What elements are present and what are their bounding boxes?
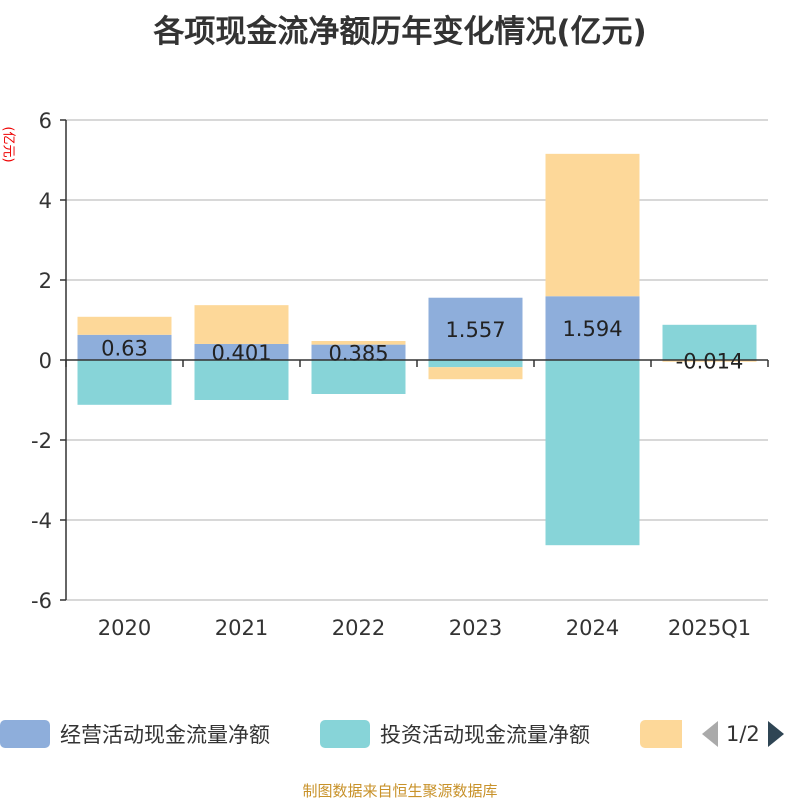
bar-1-2022 [311,344,406,360]
y-tick-label: -2 [31,429,52,453]
y-tick-label: 6 [39,109,52,133]
legend-item-investing[interactable]: 投资活动现金流量净额 [320,718,590,750]
bar-3-2024 [545,153,640,297]
bar-2-2020 [77,360,172,405]
y-tick-label: 2 [39,269,52,293]
legend-label: 投资活动现金流量净额 [380,723,590,747]
data-label: 1.557 [445,318,505,342]
bar-3-2023 [428,367,523,380]
data-label: -0.014 [676,349,744,373]
bar-1-2021 [194,343,289,360]
bar-2-2021 [194,360,289,400]
x-tick-label: 2023 [449,616,502,640]
y-tick-label: -6 [31,589,52,613]
bar-2-2024 [545,360,640,546]
legend-prev-icon[interactable] [700,719,720,749]
x-tick-label: 2024 [566,616,619,640]
legend-next-icon[interactable] [766,719,786,749]
legend: 经营活动现金流量净额 投资活动现金流量净额 1/2 [0,718,800,752]
bar-2-2023 [428,360,523,368]
bar-3-2020 [77,316,172,335]
x-tick-label: 2025Q1 [668,616,751,640]
bar-3-2022 [311,341,406,345]
x-tick-label: 2021 [215,616,268,640]
legend-label: 经营活动现金流量净额 [60,723,270,747]
source-note: 制图数据来自恒生聚源数据库 [302,782,498,800]
y-tick-label: 4 [39,189,52,213]
y-tick-label: -4 [31,509,52,533]
chart-title: 各项现金流净额历年变化情况(亿元) [153,14,647,50]
legend-item-operating[interactable]: 经营活动现金流量净额 [0,718,270,750]
bar-2-2022 [311,360,406,394]
bar-3-2021 [194,305,289,344]
bar-1-2024 [545,296,640,360]
legend-item-third[interactable] [640,718,692,750]
legend-pager: 1/2 [700,718,786,750]
bar-1-2020 [77,334,172,360]
bar-2-2025Q1 [662,324,757,360]
bar-1-2023 [428,297,523,360]
data-label: 0.63 [101,336,148,360]
x-tick-label: 2020 [98,616,151,640]
legend-swatch [640,720,682,748]
legend-swatch [0,720,50,748]
data-label: 0.385 [328,341,388,365]
legend-swatch [320,720,370,748]
legend-page: 1/2 [726,722,760,746]
data-label: 1.594 [562,317,622,341]
data-label: 0.401 [211,341,271,365]
y-tick-label: 0 [39,349,52,373]
bar-3-2025Q1 [662,360,757,362]
x-tick-label: 2022 [332,616,385,640]
